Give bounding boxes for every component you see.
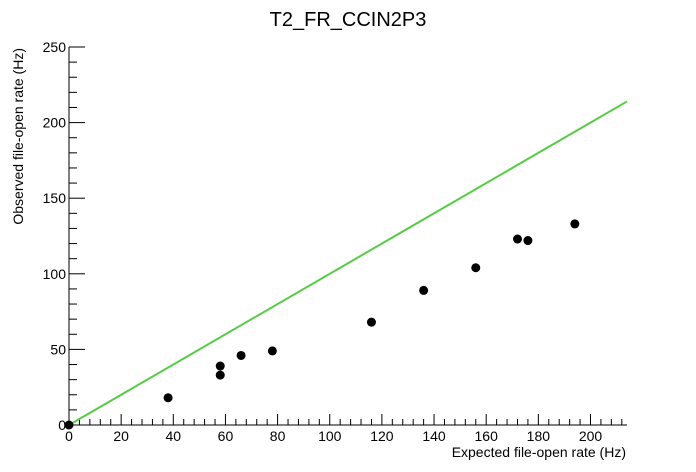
x-tick-label: 60 [218,428,234,444]
data-point [215,370,225,380]
data-point [64,420,74,430]
x-axis-label: Expected file-open rate (Hz) [452,444,626,460]
y-tick-label: 0 [58,417,66,433]
data-point [471,263,481,273]
data-point [215,361,225,371]
data-point [163,393,173,403]
y-axis-label: Observed file-open rate (Hz) [10,48,26,225]
data-points [64,219,580,430]
y-tick-label: 100 [43,266,67,282]
data-point [366,317,376,327]
x-tick-label: 160 [475,428,499,444]
chart-title: T2_FR_CCIN2P3 [270,9,427,31]
reference-line-layer [68,100,628,426]
data-point [419,285,429,295]
x-tick-label: 0 [65,428,73,444]
axes: 0 20 40 60 80 100 120 140 160 180 200 0 50 100 150 200 2… [43,39,627,444]
x-tick-label: 140 [422,428,446,444]
x-tick-label: 20 [113,428,129,444]
data-point [570,219,580,229]
y-tick-label: 150 [43,190,67,206]
x-tick-label: 80 [270,428,286,444]
data-point [512,234,522,244]
reference-line [68,100,628,426]
data-point [267,346,277,356]
x-tick-label: 120 [370,428,394,444]
x-tick-label: 40 [166,428,182,444]
x-tick-label: 200 [579,428,603,444]
y-tick-label: 250 [43,39,67,55]
data-point [236,350,246,360]
y-tick-label: 50 [50,341,66,357]
y-tick-label: 200 [43,115,67,131]
x-tick-label: 100 [318,428,342,444]
x-tick-label: 180 [527,428,551,444]
data-point [523,236,533,246]
